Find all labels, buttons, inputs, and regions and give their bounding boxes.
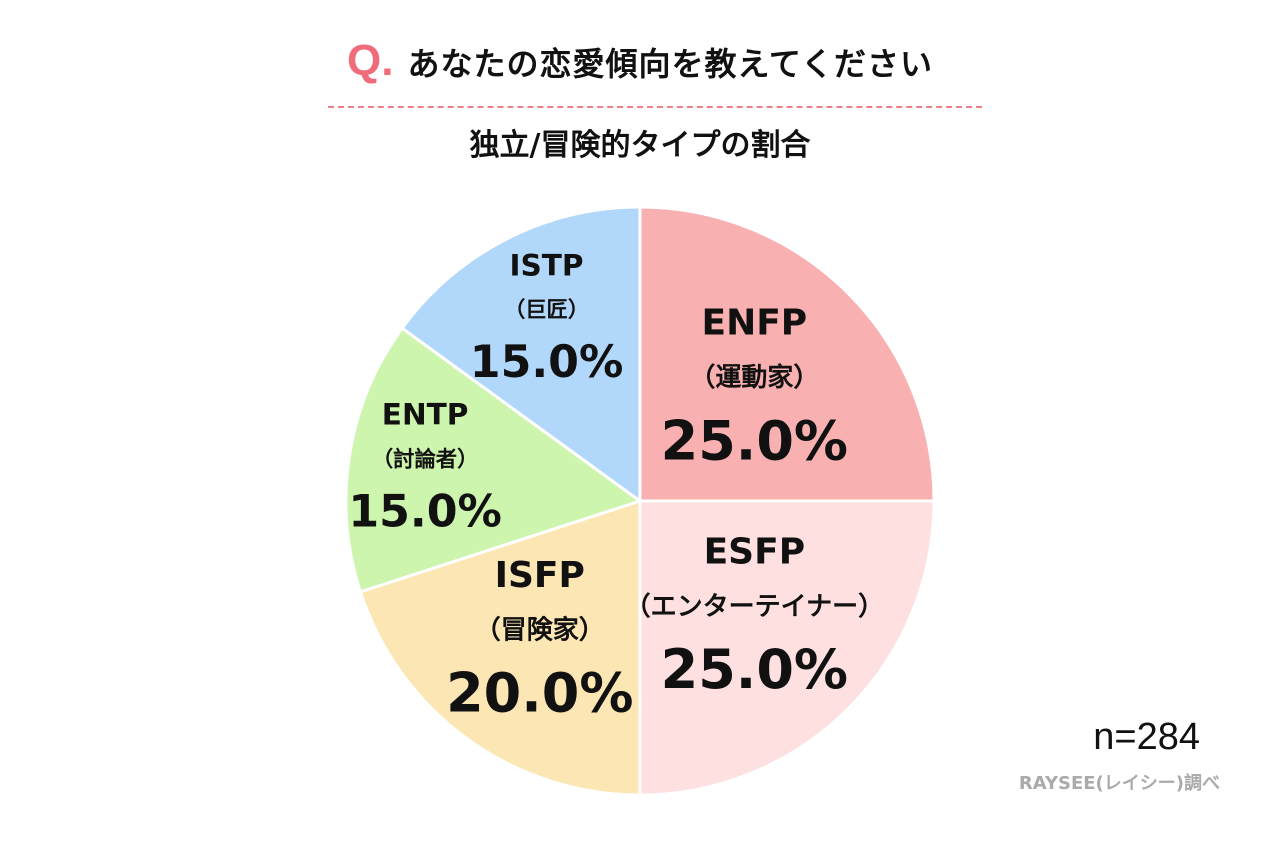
slice-label-istp: ISTP bbox=[510, 248, 584, 282]
chart-subtitle: 独立/冒険的タイプの割合 bbox=[469, 128, 811, 163]
question-header: Q. あなたの恋愛傾向を教えてください bbox=[0, 36, 1280, 86]
slice-sublabel-isfp: （冒険家） bbox=[475, 614, 605, 645]
slice-label-esfp: ESFP bbox=[704, 531, 806, 572]
pie-slice-istp bbox=[400, 205, 642, 504]
question-text: あなたの恋愛傾向を教えてください bbox=[407, 45, 933, 83]
source-credit: RAYSEE(レイシー)調べ bbox=[1018, 773, 1220, 794]
slice-sublabel-esfp: （エンターテイナー） bbox=[625, 592, 884, 622]
pie-slice-isfp bbox=[358, 498, 642, 797]
slice-label-enfp: ENFP bbox=[701, 303, 807, 344]
slice-value-label-isfp: 20.0% bbox=[446, 662, 633, 725]
slice-value-label-enfp: 25.0% bbox=[661, 409, 848, 472]
slice-sublabel-istp: （巨匠） bbox=[504, 298, 589, 323]
slice-label-isfp: ISFP bbox=[495, 555, 585, 596]
dashed-divider bbox=[328, 106, 982, 108]
slice-label-entp: ENTP bbox=[382, 398, 469, 432]
sample-size: n=284 bbox=[1093, 716, 1200, 758]
pie-slice-enfp bbox=[638, 205, 936, 503]
slice-value-label-esfp: 25.0% bbox=[661, 638, 848, 701]
pie-slice-esfp bbox=[638, 499, 936, 797]
pie-slice-entp bbox=[344, 326, 644, 594]
slice-value-label-istp: 15.0% bbox=[470, 337, 624, 388]
slice-sublabel-entp: （討論者） bbox=[372, 446, 479, 472]
slice-value-label-entp: 15.0% bbox=[348, 487, 502, 538]
q-mark: Q. bbox=[347, 36, 394, 85]
slice-sublabel-enfp: （運動家） bbox=[689, 362, 819, 393]
